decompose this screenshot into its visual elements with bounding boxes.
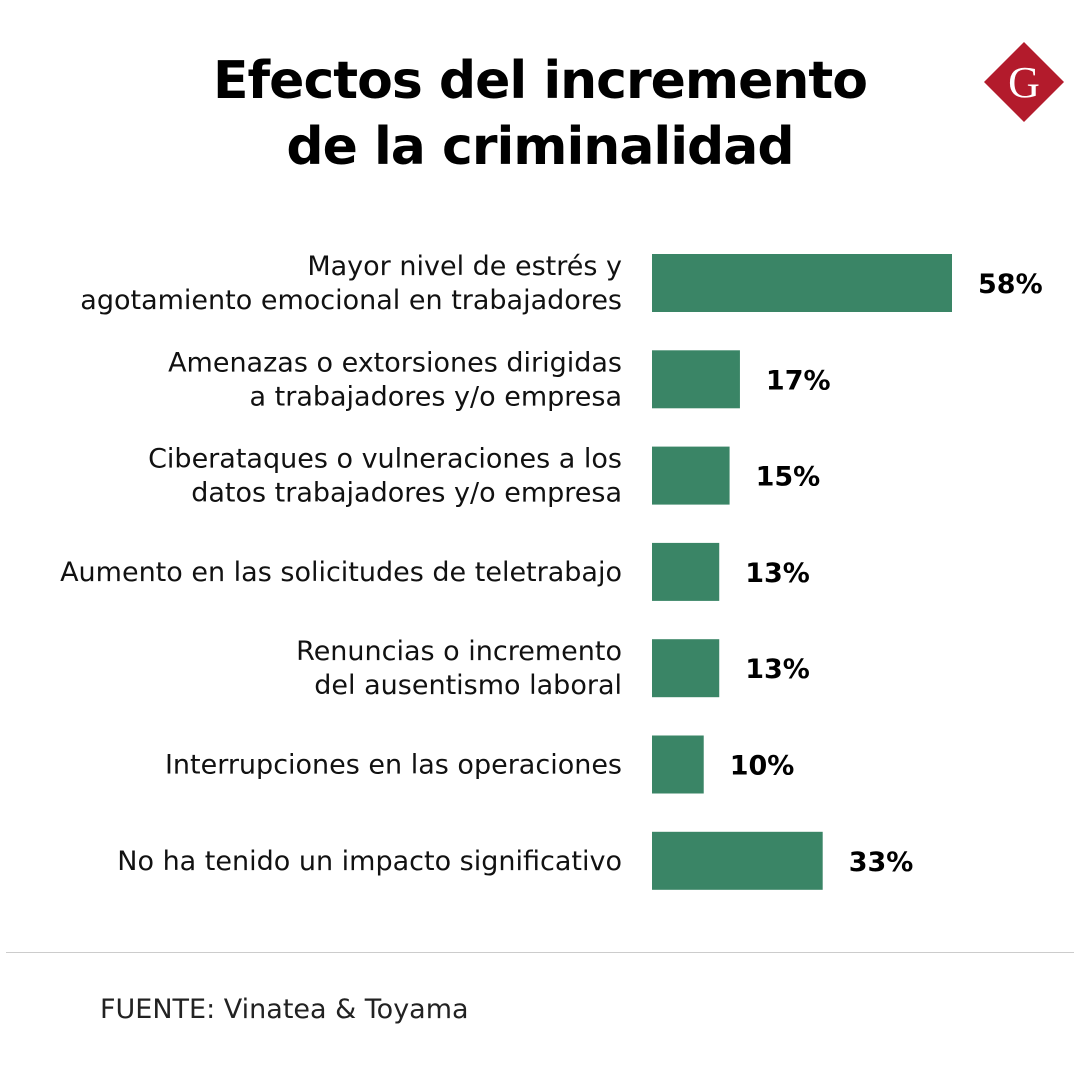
bar [652,735,704,794]
logo-letter: G [1008,58,1040,107]
category-label: Interrupciones en las operaciones [165,750,622,781]
brand-logo-icon: G [984,42,1064,122]
value-label: 10% [730,751,795,782]
chart-title-line-2: de la criminalidad [286,117,794,177]
bar [652,831,823,890]
chart-title-line-1: Efectos del incremento [213,51,868,111]
value-label: 13% [745,654,810,685]
value-label: 17% [766,365,831,396]
category-label: Ciberataques o vulneraciones a los [148,444,622,475]
bar [652,446,730,505]
bar [652,542,720,601]
logo-diamond [984,42,1064,122]
value-label: 15% [756,462,821,493]
value-label: 33% [849,847,914,878]
chart-title: Efectos del incremento de la criminalida… [0,48,1080,180]
category-label: Amenazas o extorsiones dirigidas [168,347,622,378]
category-label: agotamiento emocional en trabajadores [80,285,622,316]
category-label: a trabajadores y/o empresa [250,381,622,412]
value-label: 13% [745,558,810,589]
category-label: Aumento en las solicitudes de teletrabaj… [60,557,622,588]
bar [652,639,720,698]
category-label: Mayor nivel de estrés y [307,251,622,282]
category-label: del ausentismo laboral [314,670,622,701]
value-label: 58% [978,269,1043,300]
category-label: datos trabajadores y/o empresa [191,478,622,509]
source-note: FUENTE: Vinatea & Toyama [100,994,469,1025]
bar [652,350,740,409]
bar [652,254,952,312]
category-label: Renuncias o incremento [296,636,622,667]
category-label: No ha tenido un impacto significativo [117,846,622,877]
divider [6,952,1074,953]
